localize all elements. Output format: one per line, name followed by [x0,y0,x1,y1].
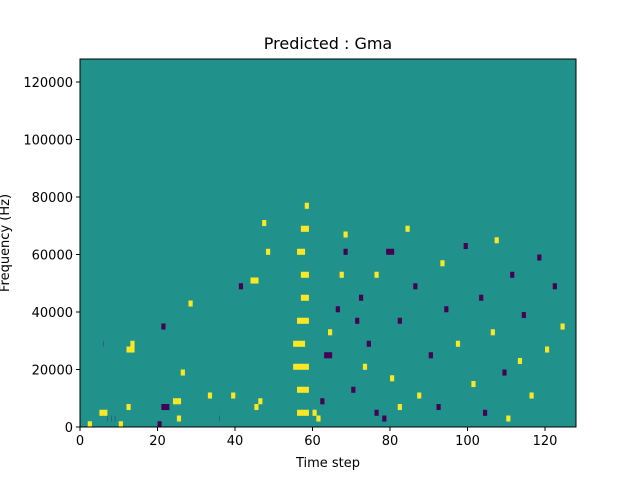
heatmap-cell [173,398,182,405]
heatmap-cell [328,329,333,336]
heatmap-cell [382,415,387,422]
heatmap-cell [471,381,476,388]
heatmap-cell [463,243,468,250]
y-tick-label: 120000 [23,76,73,91]
heatmap-cell [359,294,364,301]
heatmap-cell [293,340,306,347]
plot-area [79,58,577,428]
y-axis-label: Frequency (Hz) [0,194,13,292]
heatmap-cell [537,254,542,261]
heatmap-cell [490,329,495,336]
heatmap-cell [297,248,306,255]
heatmap-cell [126,346,135,353]
heatmap-cell [405,225,410,232]
heatmap-cell [560,323,565,330]
heatmap-cell [293,363,309,370]
heatmap-cell [176,415,182,422]
heatmap-cell [374,409,379,416]
heatmap-cell [517,358,523,365]
heatmap-cell [320,398,325,405]
heatmap-cell [297,317,309,324]
x-tick-label: 100 [455,434,480,449]
heatmap-cell [231,392,236,399]
heatmap-cell [529,392,534,399]
heatmap-cell [262,220,267,227]
heatmap-cell [343,231,348,238]
heatmap-cell [258,398,263,405]
heatmap-cell [390,375,395,382]
heatmap-cell [362,363,368,370]
heatmap-cell [502,369,507,376]
heatmap-cell [455,340,461,347]
heatmap-cell [397,404,402,411]
heatmap-cell [297,386,309,393]
heatmap-cell [118,421,123,428]
y-tick-label: 80000 [32,191,73,206]
heatmap-cell [126,404,131,411]
heatmap-cell [413,283,418,290]
heatmap-cell [366,340,371,347]
heatmap-cell [324,352,333,359]
heatmap-cell [312,409,317,416]
chart-title: Predicted : Gma [264,34,392,53]
heatmap-cell [300,225,309,232]
heatmap-cell [440,260,445,267]
heatmap-cell [444,306,449,313]
heatmap-cell [479,294,484,301]
heatmap-cell [351,386,356,393]
x-axis-label: Time step [295,456,360,471]
heatmap-cell [161,323,166,330]
heatmap-cell [355,317,360,324]
heatmap-cell [335,306,340,313]
heatmap-cell [510,271,515,278]
heatmap-cell [188,300,193,307]
heatmap-cell [483,409,488,416]
x-tick-label: 120 [533,434,558,449]
heatmap-cell [238,283,244,290]
heatmap-cell [436,404,441,411]
heatmap-cell [316,415,321,422]
heatmap-cell [506,415,511,422]
plot-frame [79,58,577,428]
y-tick-label: 40000 [32,306,73,321]
heatmap-cell [386,248,395,255]
heatmap-cell [297,409,309,416]
heatmap-cell [521,312,526,319]
heatmap-cell [304,202,309,209]
x-tick-label: 20 [149,434,166,449]
y-tick-label: 20000 [32,364,73,379]
heatmap-cell [254,404,259,411]
heatmap-cell [552,283,557,290]
heatmap-cell [99,409,108,416]
x-tick-label: 80 [382,434,399,449]
heatmap-cell [300,294,309,301]
heatmap-cell [180,369,185,376]
heatmap-cell [343,248,348,255]
heatmap-cell [250,277,259,284]
heatmap-cell [207,392,213,399]
x-tick-label: 40 [227,434,244,449]
heatmap-cell [428,352,433,359]
x-tick-label: 0 [76,434,84,449]
heatmap-cell [130,340,135,347]
y-tick-label: 100000 [23,134,73,149]
y-tick-label: 60000 [32,249,73,264]
y-axis: 0 20000 40000 60000 80000 100000 120000 [23,76,80,436]
heatmap-cell [374,271,379,278]
x-tick-label: 60 [304,434,321,449]
heatmap-cell [397,317,402,324]
heatmap-cell [161,404,170,411]
heatmap-cell [545,346,550,353]
heatmap-background [80,59,576,427]
heatmap-cell [494,237,499,244]
y-tick-label: 0 [65,421,73,436]
heatmap-cell [266,248,271,255]
heatmap-cell [300,271,309,278]
heatmap-cell [417,392,422,399]
x-axis: 0 20 40 60 80 100 120 [76,427,558,449]
heatmap-cell [87,421,92,428]
heatmap-cell [339,271,344,278]
heatmap-cell [157,421,162,428]
